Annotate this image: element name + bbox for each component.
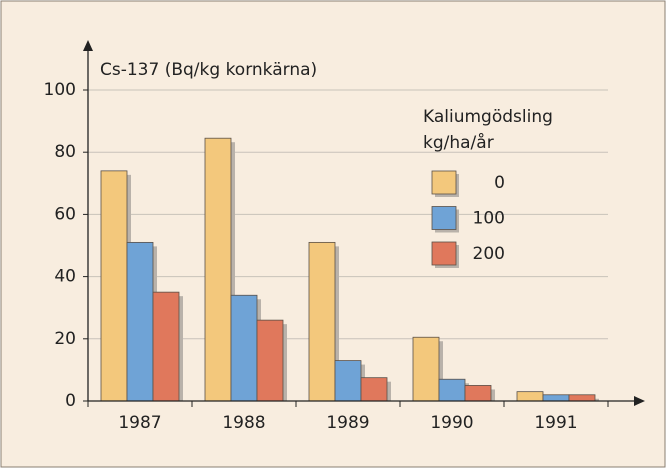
legend-label: 200 bbox=[473, 244, 505, 264]
bar bbox=[438, 378, 466, 402]
y-tick-label: 40 bbox=[54, 267, 76, 287]
x-tick-label: 1991 bbox=[534, 413, 577, 433]
legend-title: kg/ha/år bbox=[423, 132, 494, 153]
bar bbox=[464, 385, 492, 402]
bar bbox=[100, 170, 128, 402]
bar bbox=[412, 336, 440, 402]
x-tick-label: 1989 bbox=[326, 413, 369, 433]
legend-label: 100 bbox=[473, 209, 505, 229]
x-tick-label: 1987 bbox=[118, 413, 161, 433]
legend-swatch bbox=[431, 170, 457, 195]
y-axis-label: Cs-137 (Bq/kg kornkärna) bbox=[100, 60, 317, 80]
bar bbox=[568, 394, 596, 402]
y-tick-label: 80 bbox=[54, 142, 76, 162]
bar bbox=[308, 241, 336, 402]
y-tick-label: 0 bbox=[65, 391, 76, 411]
bar bbox=[126, 241, 154, 402]
bar bbox=[516, 391, 544, 402]
x-tick-label: 1988 bbox=[222, 413, 265, 433]
x-axis-arrow bbox=[634, 396, 645, 406]
bar bbox=[542, 394, 570, 402]
y-tick-label: 20 bbox=[54, 329, 76, 349]
y-tick-label: 60 bbox=[54, 204, 76, 224]
x-tick-label: 1990 bbox=[430, 413, 473, 433]
y-axis-arrow bbox=[83, 40, 93, 51]
legend-swatch bbox=[431, 206, 457, 230]
legend-label: 0 bbox=[494, 173, 505, 193]
legend-title: Kaliumgödsling bbox=[423, 107, 553, 127]
bar bbox=[360, 377, 388, 402]
bar bbox=[334, 360, 362, 402]
bar bbox=[152, 291, 180, 402]
bar bbox=[230, 294, 258, 402]
legend-swatch bbox=[431, 241, 457, 266]
bar bbox=[256, 319, 284, 402]
y-tick-label: 100 bbox=[44, 80, 76, 100]
bar bbox=[204, 137, 232, 402]
